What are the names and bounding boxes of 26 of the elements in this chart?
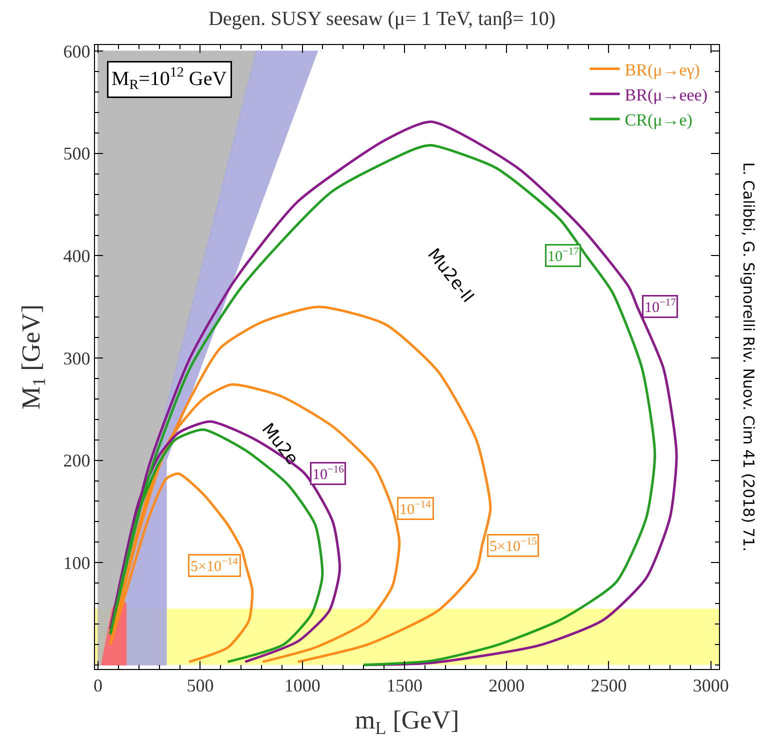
- chart-title: Degen. SUSY seesaw (μ= 1 TeV, tanβ= 10): [208, 8, 556, 30]
- annotation: 5×10$^{−14}$: [190, 556, 239, 575]
- y-tick-label: 500: [63, 144, 90, 164]
- annotation: 10$^{−14}$: [400, 500, 432, 518]
- y-tick-label: 200: [63, 450, 90, 471]
- annotation: 5×10$^{−15}$: [490, 536, 537, 555]
- x-tick-label: 3000: [692, 676, 729, 696]
- annotation: M$_{R}$=10$^{12}$ GeV: [112, 66, 228, 94]
- text: L. Calibbi, G. Signorelli Riv. Nuov. Cim 41 (2018) 71.: [740, 162, 758, 552]
- legend-label: BR(μ→eee): [624, 86, 708, 105]
- legend-label: BR(μ→eγ): [624, 60, 700, 80]
- y-tick-label: 300: [63, 348, 90, 368]
- y-tick-label: 100: [63, 552, 90, 573]
- x-tick-label: 500: [186, 676, 214, 696]
- y-tick-label: 600: [63, 41, 90, 62]
- annotation: 10$^{−17}$: [644, 298, 676, 316]
- x-axis-title: m$_{L}$ [GeV]: [354, 705, 460, 738]
- y-tick-label: 400: [63, 246, 90, 266]
- x-tick-label: 0: [94, 676, 103, 696]
- x-tick-label: 2500: [590, 676, 627, 696]
- x-tick-label: 1000: [284, 676, 320, 696]
- annotation: 10$^{−17}$: [548, 246, 579, 265]
- annotation: 10$^{−16}$: [312, 464, 344, 483]
- x-tick-label: 1500: [386, 676, 422, 696]
- x-tick-label: 2000: [488, 676, 525, 696]
- legend-label: CR(μ→e): [624, 110, 692, 130]
